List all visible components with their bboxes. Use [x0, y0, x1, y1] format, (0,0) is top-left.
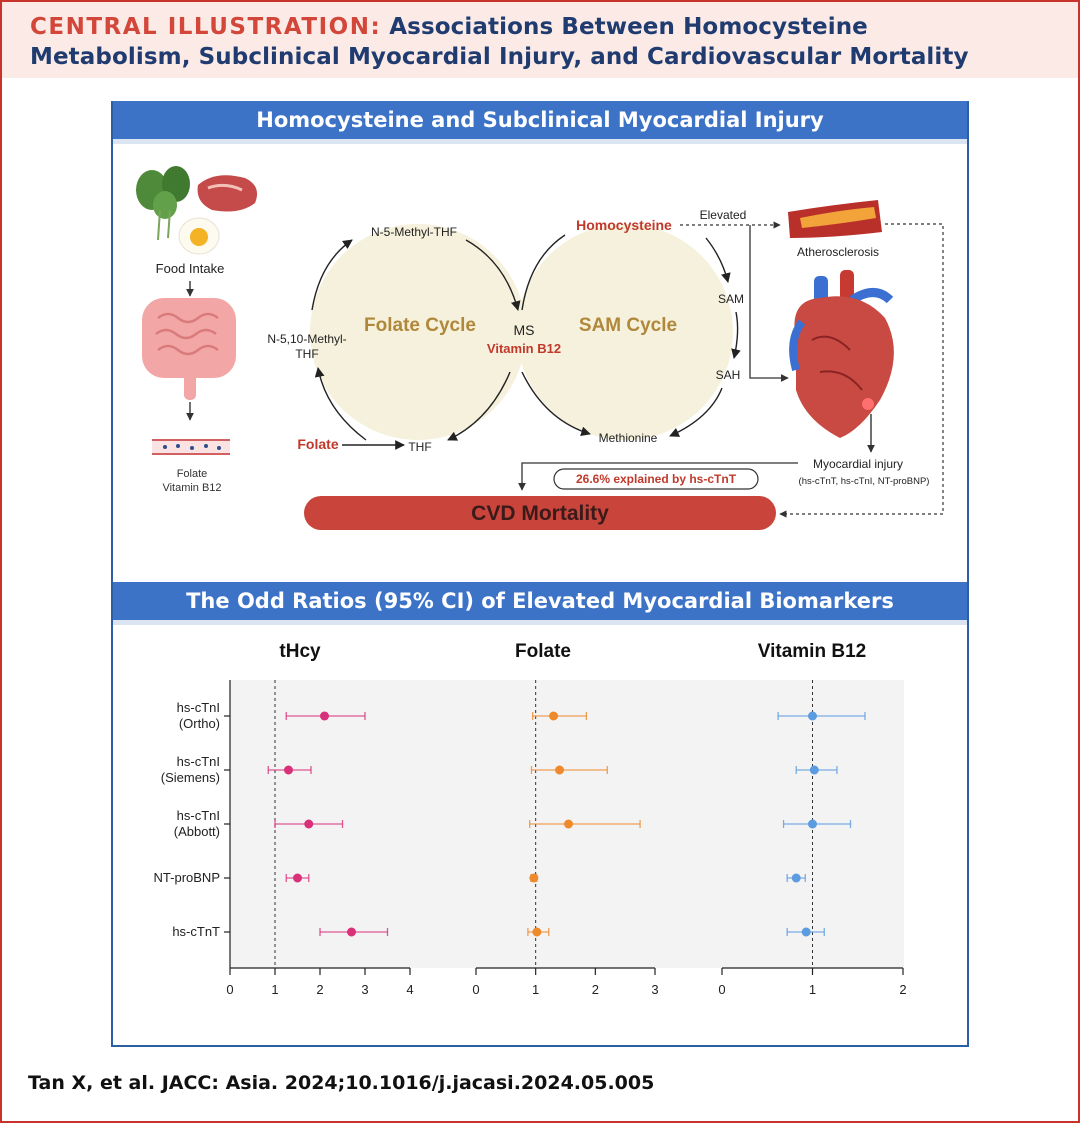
- vitamin-b12-absorbed-label: Vitamin B12: [162, 482, 221, 494]
- x-tick-label: 2: [592, 982, 599, 997]
- ms-label: MS: [514, 322, 535, 338]
- or-point: [555, 765, 565, 775]
- spinach-icon: [136, 166, 190, 241]
- category-label: (Ortho): [179, 716, 220, 731]
- x-tick-label: 4: [406, 982, 413, 997]
- or-point: [563, 819, 573, 829]
- food-intake-label: Food Intake: [156, 261, 225, 276]
- thf-label: THF: [408, 440, 431, 454]
- folate-absorbed-label: Folate: [177, 468, 208, 480]
- or-point: [808, 819, 817, 829]
- header-title-1: Associations Between Homocysteine: [389, 14, 868, 40]
- x-tick-label: 1: [532, 982, 539, 997]
- ms-vitamin-b12-label: Vitamin B12: [487, 341, 561, 356]
- category-label: NT-proBNP: [154, 870, 220, 885]
- n510-methyl-thf-label-2: THF: [295, 347, 318, 361]
- biomarkers-label: (hs-cTnT, hs-cTnI, NT-proBNP): [799, 476, 930, 487]
- panel-title: Vitamin B12: [758, 641, 866, 662]
- atherosclerosis-label: Atherosclerosis: [797, 245, 879, 259]
- folate-cycle-label: Folate Cycle: [364, 315, 476, 336]
- category-label: (Abbott): [174, 824, 220, 839]
- x-tick-label: 3: [361, 982, 368, 997]
- x-tick-label: 0: [226, 982, 233, 997]
- heart-icon: [789, 270, 894, 438]
- or-point: [809, 765, 819, 775]
- bottom-panel-band: [113, 620, 967, 625]
- or-point: [293, 873, 302, 883]
- explained-label: 26.6% explained by hs-cTnT: [576, 472, 737, 486]
- header-line-1: CENTRAL ILLUSTRATION: Associations Betwe…: [30, 14, 868, 40]
- methionine-label: Methionine: [599, 431, 658, 445]
- panel-title: Folate: [515, 641, 571, 662]
- sah-label: SAH: [716, 368, 741, 382]
- or-point: [284, 765, 293, 775]
- myocardial-injury-label: Myocardial injury: [813, 457, 903, 471]
- artery-icon: [788, 200, 882, 238]
- x-tick-label: 3: [651, 982, 658, 997]
- panel-title: tHcy: [279, 641, 321, 662]
- x-tick-label: 2: [899, 982, 906, 997]
- or-point: [549, 711, 559, 721]
- n5-methyl-thf-label: N-5-Methyl-THF: [371, 225, 457, 239]
- x-tick-label: 2: [316, 982, 323, 997]
- cvd-mortality-bar: [304, 496, 776, 530]
- sam-cycle-label: SAM Cycle: [579, 315, 677, 336]
- meat-icon: [197, 175, 258, 212]
- or-point: [532, 927, 542, 937]
- header-title-2: Metabolism, Subclinical Myocardial Injur…: [30, 44, 969, 70]
- x-tick-label: 0: [718, 982, 725, 997]
- or-point: [791, 873, 801, 883]
- citation: Tan X, et al. JACC: Asia. 2024;10.1016/j…: [28, 1072, 655, 1094]
- header-label: CENTRAL ILLUSTRATION:: [30, 14, 382, 40]
- or-point: [320, 711, 329, 721]
- or-point: [347, 927, 356, 937]
- or-point: [801, 927, 811, 937]
- x-tick-label: 1: [809, 982, 816, 997]
- category-label: (Siemens): [161, 770, 220, 785]
- blood-vessel-icon: [152, 439, 230, 455]
- egg-icon: [178, 217, 220, 255]
- or-point: [304, 819, 314, 829]
- sam-label: SAM: [718, 292, 744, 306]
- homocysteine-label: Homocysteine: [576, 217, 672, 233]
- category-label: hs-cTnT: [172, 924, 220, 939]
- folate-cycle-circle: [310, 224, 526, 440]
- elevated-label: Elevated: [700, 208, 747, 222]
- category-label: hs-cTnI: [177, 700, 220, 715]
- intestine-icon: [142, 298, 236, 400]
- folate-input-label: Folate: [297, 436, 338, 452]
- top-panel-title: Homocysteine and Subclinical Myocardial …: [113, 101, 967, 139]
- bottom-panel-title: The Odd Ratios (95% CI) of Elevated Myoc…: [113, 582, 967, 620]
- header: CENTRAL ILLUSTRATION: Associations Betwe…: [2, 2, 1078, 78]
- category-label: hs-cTnI: [177, 808, 220, 823]
- x-tick-label: 0: [472, 982, 479, 997]
- top-panel-band: [113, 139, 967, 144]
- n510-methyl-thf-label-1: N-5,10-Methyl-: [267, 332, 346, 346]
- x-tick-label: 1: [271, 982, 278, 997]
- or-point: [529, 873, 539, 883]
- sam-cycle-circle: [517, 224, 733, 440]
- category-label: hs-cTnI: [177, 754, 220, 769]
- cvd-mortality-label: CVD Mortality: [471, 502, 609, 525]
- explained-pill: [553, 468, 759, 490]
- or-point: [808, 711, 817, 721]
